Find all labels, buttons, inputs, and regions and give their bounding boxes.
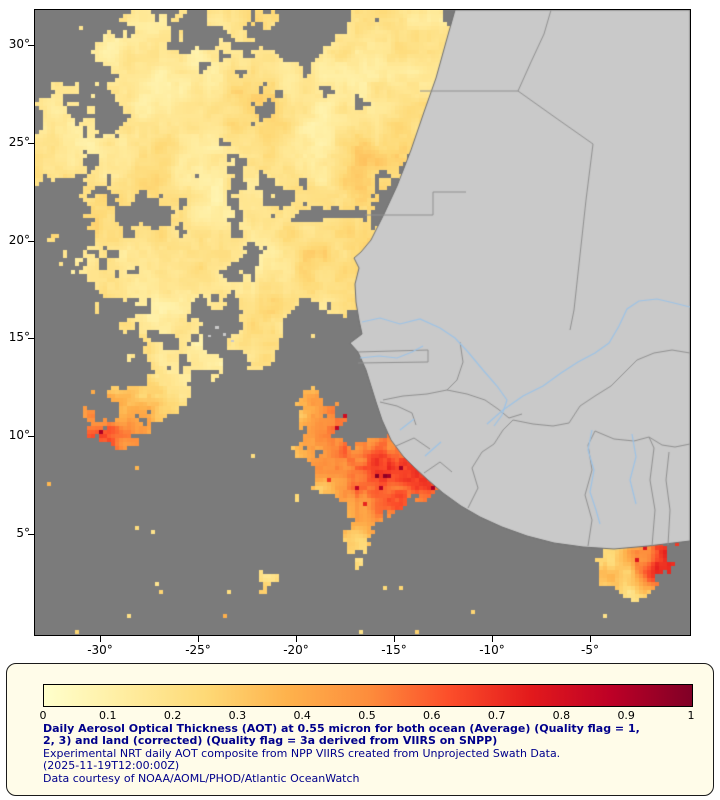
colorbar-tick-label: 0.7 (487, 709, 506, 722)
y-axis-tick-label: 20° (8, 233, 30, 247)
caption-line-4: (2025-11-19T12:00:00Z) (43, 759, 180, 773)
y-axis-tick-label: 15° (8, 330, 30, 344)
y-axis-tick-label: 10° (8, 428, 30, 442)
y-axis-tick-mark (28, 534, 34, 535)
caption: Daily Aerosol Optical Thickness (AOT) at… (43, 722, 693, 785)
legend-panel: Daily Aerosol Optical Thickness (AOT) at… (6, 663, 714, 796)
x-axis-tick-mark (492, 636, 493, 642)
y-axis-tick-label: 30° (8, 37, 30, 51)
y-axis-tick-mark (28, 45, 34, 46)
map-plot-area (34, 9, 691, 636)
colorbar-tick-label: 0.5 (358, 709, 376, 722)
x-axis-tick-mark (198, 636, 199, 642)
caption-line-3: Experimental NRT daily AOT composite fro… (43, 746, 561, 760)
y-axis-tick-mark (28, 338, 34, 339)
y-axis-tick-label: 25° (8, 135, 30, 149)
y-axis-tick-mark (28, 143, 34, 144)
caption-line-1: Daily Aerosol Optical Thickness (AOT) at… (43, 722, 640, 735)
colorbar-tick-label: 0.3 (228, 709, 247, 722)
colorbar-tick-label: 0.9 (617, 709, 635, 722)
colorbar-tick-label: 1 (687, 709, 695, 722)
x-axis-tick-mark (296, 636, 297, 642)
colorbar-tick-label: 0.2 (163, 709, 182, 722)
x-axis-tick-mark (394, 636, 395, 642)
y-axis-tick-mark (28, 436, 34, 437)
x-axis-tick-label: -25° (185, 643, 211, 657)
caption-line-2: 2, 3) and land (corrected) (Quality flag… (43, 734, 498, 748)
x-axis-tick-label: -30° (87, 643, 113, 657)
x-axis-tick-label: -5° (581, 643, 599, 657)
y-axis-tick-mark (28, 241, 34, 242)
x-axis-tick-label: -20° (283, 643, 309, 657)
x-axis-tick-mark (590, 636, 591, 642)
y-axis-tick-label: 5° (16, 526, 30, 540)
caption-line-5: Data courtesy of NOAA/AOML/PHOD/Atlantic… (43, 771, 360, 785)
colorbar-tick-label: 0.1 (99, 709, 117, 722)
x-axis-tick-mark (100, 636, 101, 642)
colorbar-tick-label: 0.6 (423, 709, 441, 722)
colorbar-gradient (43, 684, 693, 707)
colorbar-tick-label: 0.4 (293, 709, 311, 722)
colorbar-tick-label: 0.8 (552, 709, 571, 722)
colorbar-tick-label: 0 (39, 709, 47, 722)
x-axis-tick-label: -15° (381, 643, 407, 657)
map-canvas (35, 10, 690, 635)
x-axis-tick-label: -10° (479, 643, 505, 657)
